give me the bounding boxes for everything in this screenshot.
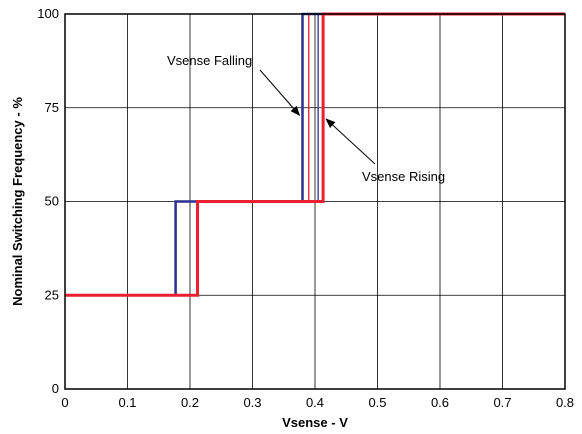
annotation-rising: Vsense Rising xyxy=(362,169,445,184)
plot-frame xyxy=(64,13,566,390)
x-tick-label: 0 xyxy=(61,395,68,410)
x-tick-label: 0.7 xyxy=(493,395,511,410)
x-tick-label: 0.1 xyxy=(118,395,136,410)
x-tick-label: 0.4 xyxy=(306,395,324,410)
annotation-arrow xyxy=(259,69,301,117)
y-tick-label: 25 xyxy=(45,287,59,302)
annotations: Vsense Falling Vsense Rising xyxy=(167,53,445,184)
x-axis-title: Vsense - V xyxy=(282,415,348,430)
x-tick-label: 0.2 xyxy=(181,395,199,410)
y-tick-label: 0 xyxy=(52,381,59,396)
annotation-falling: Vsense Falling xyxy=(167,53,252,68)
tick-labels: 0 0.1 0.2 0.3 0.4 0.5 0.6 0.7 0.8 0 25 50 75 100 xyxy=(37,6,574,410)
x-tick-label: 0.3 xyxy=(243,395,261,410)
annotation-arrow xyxy=(325,118,376,165)
y-axis-title: Nominal Switching Frequency - % xyxy=(10,97,25,306)
x-tick-label: 0.6 xyxy=(431,395,449,410)
y-tick-label: 50 xyxy=(45,194,59,209)
y-tick-label: 100 xyxy=(37,6,59,21)
x-tick-label: 0.5 xyxy=(368,395,386,410)
x-tick-label: 0.8 xyxy=(556,395,574,410)
y-tick-label: 75 xyxy=(45,100,59,115)
